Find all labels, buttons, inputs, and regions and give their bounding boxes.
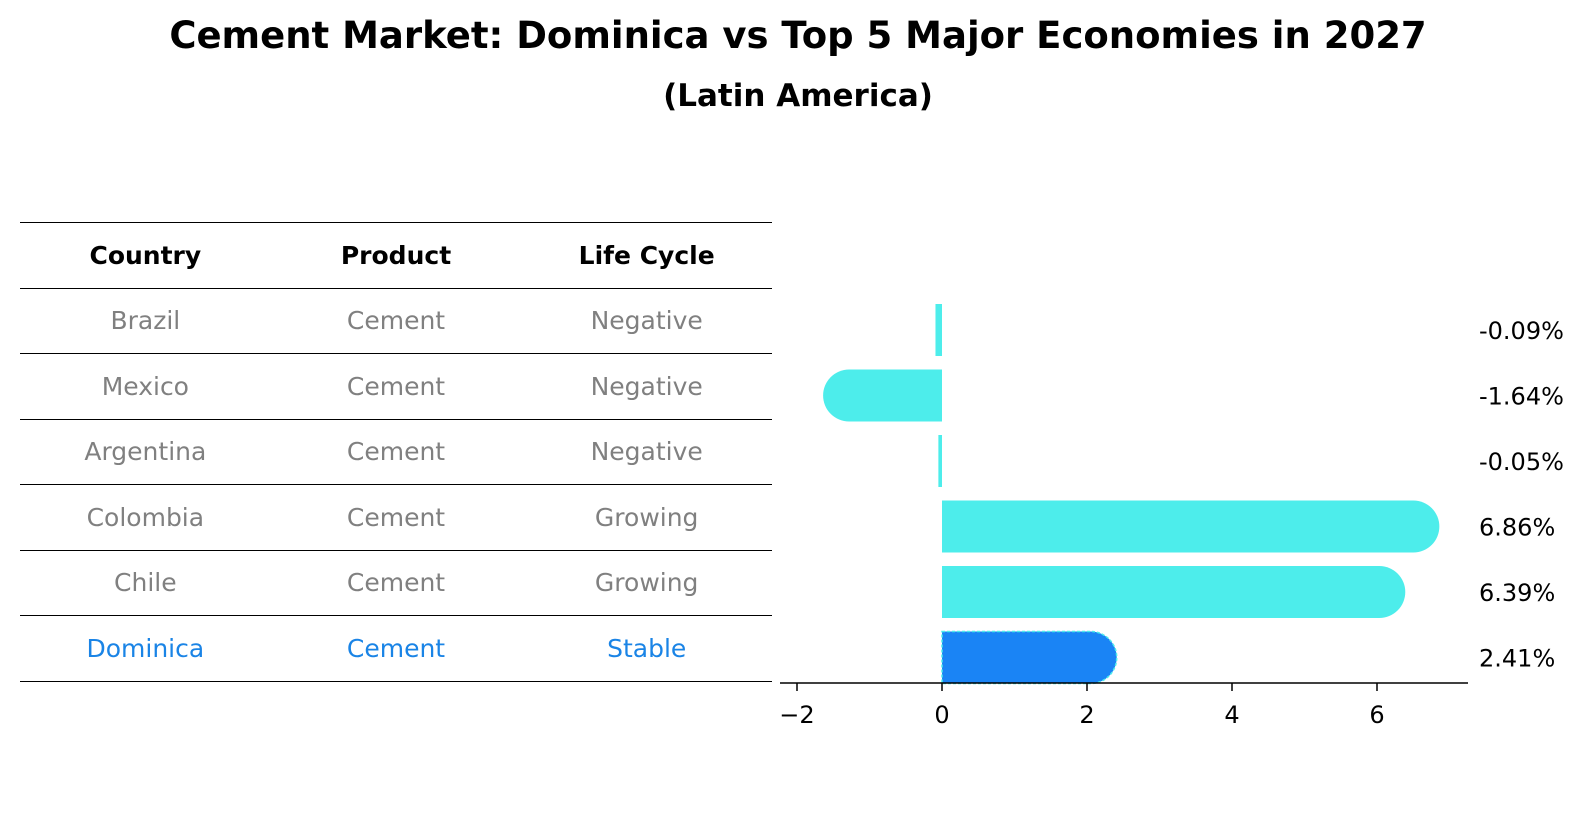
value-label: 6.86% [1479,514,1555,542]
life-cycle-cell: Negative [590,306,703,336]
x-tick-label: 6 [1369,701,1384,729]
life-cycle-cell: Negative [590,371,703,401]
bar-brazil [935,304,942,356]
country-cell: Chile [114,568,177,598]
table-header-row: Country Product Life Cycle [20,223,772,289]
market-table: Country Product Life Cycle Brazil Cement… [20,222,772,682]
x-tick-label: 0 [934,701,949,729]
product-cell: Cement [346,568,446,598]
bar-chart: -0.09% -1.64% -0.05% 6.86% 6.39% 2.41% −2 0 2 4 6 [779,304,1564,729]
table-row: Argentina Cement Negative [20,420,772,485]
table-row: Brazil Cement Negative [20,289,772,354]
bar-chile [942,566,1406,618]
life-cycle-cell: Growing [594,502,699,532]
header-country: Country [89,240,202,270]
product-cell: Cement [346,437,446,467]
x-tick-label: 2 [1079,701,1094,729]
country-cell: Argentina [84,437,207,467]
value-label: -0.09% [1479,317,1564,345]
table-row: Colombia Cement Growing [20,485,772,551]
country-cell: Brazil [110,306,181,336]
product-cell: Cement [346,633,446,663]
country-cell: Mexico [101,371,189,401]
bar-mexico [823,369,942,422]
life-cycle-cell: Growing [594,568,699,598]
bar-dominica [941,630,1118,685]
chart-title: Cement Market: Dominica vs Top 5 Major E… [169,14,1427,57]
x-tick-label: −2 [779,701,814,729]
life-cycle-cell: Stable [607,633,687,663]
bar-argentina [938,435,942,487]
header-product: Product [340,240,452,270]
table-row: Mexico Cement Negative [20,354,772,420]
country-cell: Colombia [86,502,205,532]
chart-subtitle: (Latin America) [663,78,933,114]
value-label: -0.05% [1479,448,1564,476]
life-cycle-cell: Negative [590,437,703,467]
x-tick-label: 4 [1224,701,1239,729]
table-row-highlight: Dominica Cement Stable [20,616,772,682]
product-cell: Cement [346,371,446,401]
header-life-cycle: Life Cycle [578,240,715,270]
product-cell: Cement [346,502,446,532]
value-label: 2.41% [1479,645,1555,673]
bar-colombia [942,500,1440,553]
table-row: Chile Cement Growing [20,551,772,616]
country-cell: Dominica [86,633,205,663]
value-label: -1.64% [1479,383,1564,411]
product-cell: Cement [346,306,446,336]
value-label: 6.39% [1479,579,1555,607]
